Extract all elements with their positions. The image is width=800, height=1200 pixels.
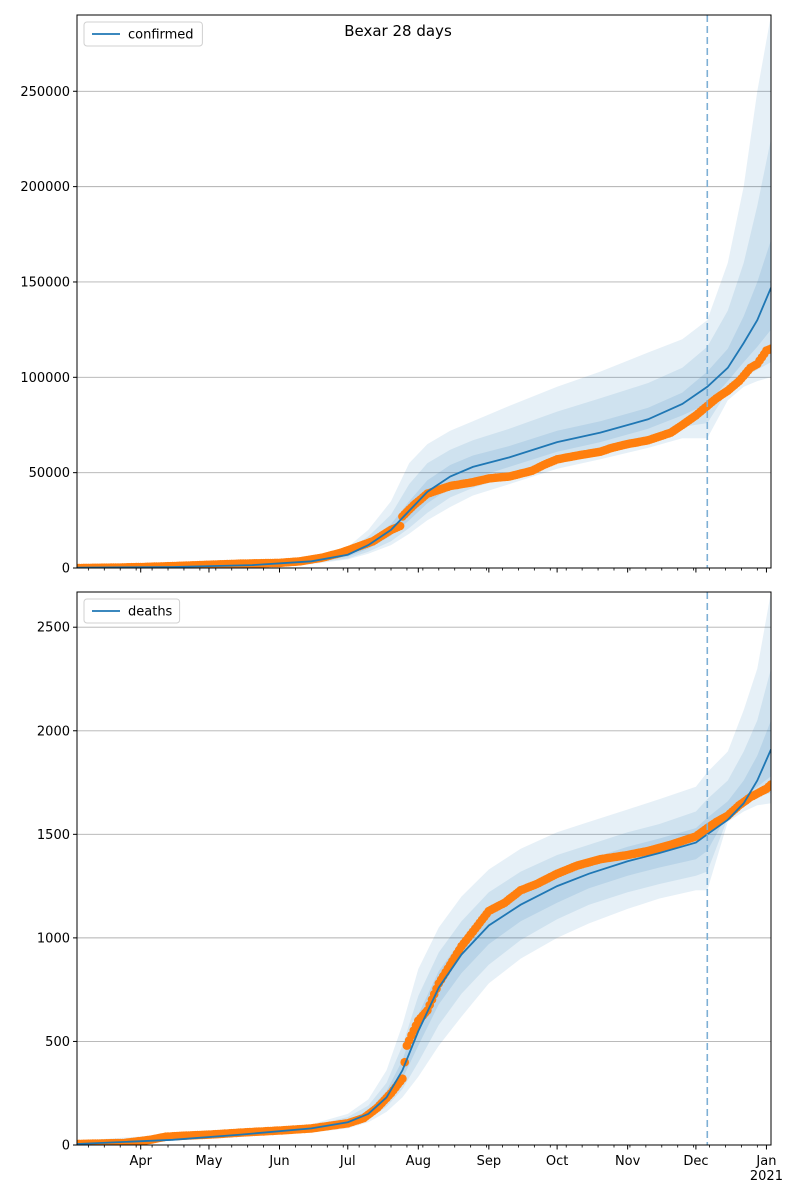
axes-frame: [76, 591, 772, 1146]
x-tick-label: Sep: [477, 1154, 502, 1169]
uncertainty-band: [77, 240, 771, 568]
x-tick-label: Nov: [615, 1154, 641, 1169]
confirmed-panel: 0 50000 100000 150000 200000 250000 confirmed: [20, 14, 772, 577]
deaths-panel: 0 500 1000 1500 2000 2500 Apr May Jun Jul Aug Sep Oc…: [37, 591, 783, 1184]
observed-point: [766, 344, 771, 353]
y-tick-label: 2000: [37, 724, 70, 739]
x-tick-label: Jun: [268, 1154, 289, 1169]
y-tick-label: 150000: [20, 275, 70, 290]
x-tick-label: Jul: [339, 1154, 356, 1169]
figure-title: Bexar 28 days: [344, 22, 452, 40]
y-axis: 0 50000 100000 150000 200000 250000: [20, 85, 77, 577]
y-tick-label: 200000: [20, 180, 70, 195]
y-tick-label: 250000: [20, 85, 70, 100]
uncertainty-band: [77, 592, 771, 1145]
uncertainty-band: [77, 720, 771, 1145]
axes-frame: [76, 14, 772, 569]
plot-area: [77, 592, 771, 1145]
y-tick-label: 1000: [37, 931, 70, 946]
y-axis: 0 500 1000 1500 2000 2500: [37, 621, 77, 1154]
y-tick-label: 2500: [37, 621, 70, 636]
x-tick-label: Aug: [406, 1154, 431, 1169]
x-tick-label: Apr: [129, 1154, 152, 1169]
uncertainty-band: [77, 668, 771, 1145]
y-tick-label: 0: [62, 562, 70, 577]
observed-point: [766, 780, 771, 789]
observed-point: [398, 1074, 407, 1083]
x-tick-label: 2021: [750, 1169, 783, 1184]
legend-label: deaths: [128, 605, 173, 620]
x-tick-label: May: [196, 1154, 223, 1169]
legend-box: [83, 21, 203, 47]
x-tick-label: Dec: [683, 1154, 708, 1169]
y-tick-label: 50000: [29, 466, 70, 481]
y-tick-label: 1500: [37, 828, 70, 843]
model-line: [77, 287, 771, 568]
legend-label: confirmed: [128, 28, 194, 43]
x-tick-label: Jan: [755, 1154, 776, 1169]
legend: confirmed: [83, 21, 203, 47]
legend: deaths: [83, 598, 181, 624]
y-tick-label: 100000: [20, 371, 70, 386]
model-line: [77, 749, 771, 1145]
uncertainty-band: [77, 15, 771, 568]
plot-area: [77, 15, 771, 568]
y-tick-label: 500: [45, 1035, 70, 1050]
uncertainty-band: [77, 138, 771, 568]
x-tick-label: Oct: [546, 1154, 568, 1169]
y-tick-label: 0: [62, 1139, 70, 1154]
x-axis: [87, 568, 767, 573]
legend-box: [83, 598, 181, 624]
